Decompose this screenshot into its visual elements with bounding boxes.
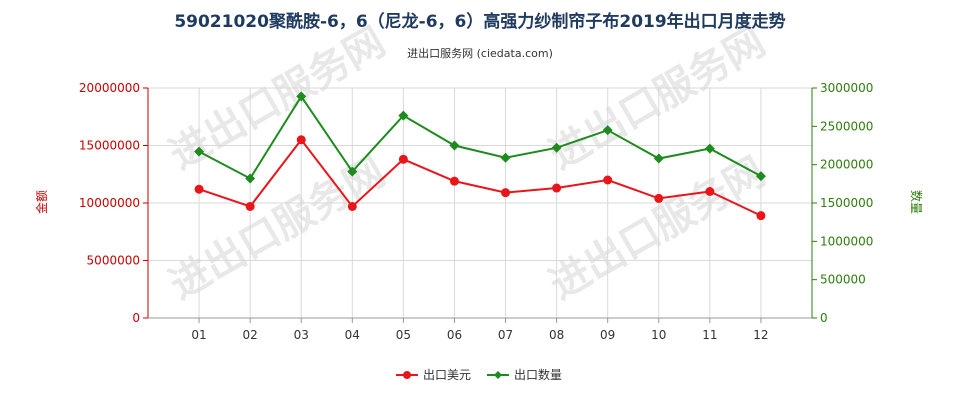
legend-label: 出口数量	[514, 367, 562, 382]
data-point	[347, 201, 357, 211]
y-left-tick-label: 15000000	[79, 139, 140, 153]
data-point	[500, 152, 511, 163]
x-tick-label: 01	[191, 328, 206, 342]
data-point	[449, 176, 459, 186]
y-left-tick-label: 10000000	[79, 196, 140, 210]
data-point	[756, 211, 766, 221]
watermark-text: 进出口服务网	[162, 149, 393, 309]
x-tick-label: 08	[549, 328, 564, 342]
x-tick-label: 06	[447, 328, 462, 342]
x-tick-label: 04	[345, 328, 360, 342]
y-left-tick-label: 20000000	[79, 81, 140, 95]
legend-label: 出口美元	[423, 368, 471, 382]
series-2	[194, 91, 766, 184]
series-1	[194, 135, 766, 221]
data-point	[501, 188, 511, 198]
legend-swatch-marker	[494, 371, 502, 379]
data-point	[755, 171, 766, 182]
y-left-tick-label: 5000000	[87, 254, 140, 268]
data-point	[704, 143, 715, 154]
chart-title: 59021020聚酰胺-6，6（尼龙-6，6）高强力纱制帘子布2019年出口月度…	[174, 11, 785, 32]
data-point	[398, 154, 408, 164]
data-point	[449, 140, 460, 151]
x-tick-label: 03	[294, 328, 309, 342]
y-right-tick-label: 500000	[820, 273, 866, 287]
x-tick-label: 11	[702, 328, 717, 342]
data-point	[245, 173, 256, 184]
y-right-axis-label: 数量	[909, 190, 924, 214]
data-point	[296, 91, 307, 102]
y-right-tick-label: 2500000	[820, 119, 873, 133]
y-right-tick-label: 1500000	[820, 196, 873, 210]
series-line	[198, 94, 762, 180]
data-point	[245, 201, 255, 211]
y-right-tick-label: 0	[820, 311, 828, 325]
x-tick-label: 12	[753, 328, 768, 342]
y-left-axis-label: 金额	[34, 190, 49, 214]
y-right-tick-label: 1000000	[820, 234, 873, 248]
axes: 0 5000000 10000000 15000000 20000000 0 500000 1…	[79, 81, 874, 342]
data-point	[194, 146, 205, 157]
data-point	[602, 125, 613, 136]
x-tick-label: 09	[600, 328, 615, 342]
watermark-text: 进出口服务网	[542, 149, 773, 309]
data-point	[398, 110, 409, 121]
series-line	[198, 138, 762, 217]
data-point	[552, 183, 562, 193]
y-left-tick-label: 0	[132, 311, 140, 325]
data-point	[296, 135, 306, 145]
data-point	[551, 142, 562, 153]
series-layer	[194, 91, 766, 221]
data-point	[347, 166, 358, 177]
chart-subtitle: 进出口服务网 (ciedata.com)	[407, 46, 553, 60]
data-point	[653, 153, 664, 164]
legend: 出口美元 出口数量	[396, 367, 562, 382]
data-point	[654, 193, 664, 203]
x-tick-label: 10	[651, 328, 666, 342]
legend-swatch-marker	[403, 371, 411, 379]
x-tick-label: 02	[243, 328, 258, 342]
data-point	[705, 187, 715, 196]
data-point	[603, 175, 613, 185]
x-tick-label: 05	[396, 328, 411, 342]
x-tick-label: 07	[498, 328, 513, 342]
y-right-tick-label: 2000000	[820, 158, 873, 172]
data-point	[194, 184, 204, 194]
y-right-tick-label: 3000000	[820, 81, 873, 95]
